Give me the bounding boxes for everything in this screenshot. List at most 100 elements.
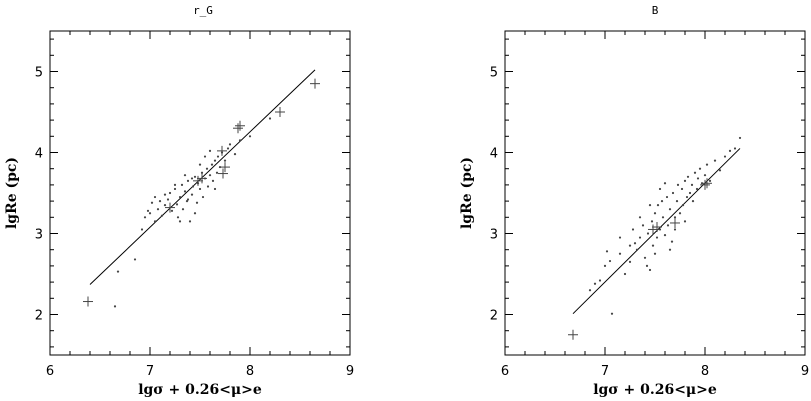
x-tick-label: 8 [701,364,709,379]
data-point-cross [218,168,228,179]
data-point-dot [133,258,137,261]
data-point-dot [268,117,272,120]
data-point-dot [183,190,187,193]
data-point-dot [698,167,702,170]
data-point-dot [213,187,217,191]
data-point-dot [198,163,202,166]
data-point-dot [713,159,717,162]
data-point-dot [206,185,210,188]
data-point-dot [673,216,677,219]
chart-title: B [652,4,659,17]
data-point-dot [695,187,699,191]
data-point-dot [623,272,627,276]
data-point-dot [676,183,680,186]
data-point-dot [183,174,187,177]
data-point-dot [671,191,675,195]
data-point-dot [170,209,174,212]
x-tick-label: 9 [801,364,809,379]
data-point-dot [738,136,742,140]
data-point-dot [690,183,694,186]
data-point-cross [197,173,207,184]
data-point-cross [568,329,578,340]
data-point-dot [723,155,727,158]
data-point-dot [116,270,120,273]
data-point-dot [208,174,212,177]
data-point-dot [588,289,592,292]
data-point-dot [186,198,190,201]
data-point-dot [160,214,164,217]
data-point-dot [638,236,642,239]
x-tick-label: 7 [146,364,154,379]
data-point-cross [702,178,712,189]
plot-frame [504,30,806,356]
data-point-dot [680,187,684,191]
data-point-dot [186,179,190,182]
data-point-dot [168,191,172,195]
data-point-dot [608,259,612,263]
data-point-dot [728,149,732,152]
data-point-dot [681,204,685,207]
panel-right: B 6 7 8 9 2 3 4 5 lgσ + 0.26<μ>e lgRe (pc) [459,4,809,398]
data-point-dot [226,147,230,150]
data-point-dot [638,216,642,219]
data-point-dot [668,248,672,251]
data-point-dot [193,175,197,178]
data-point-dot [173,183,177,186]
data-point-dot [633,242,637,245]
data-point-dot [216,155,220,158]
y-tick-label: 2 [490,309,498,324]
data-point-dot [683,220,687,223]
data-point-dot [153,220,157,223]
data-point-dot [675,200,679,203]
data-point-dot [693,171,697,174]
data-point-dot [696,177,700,180]
data-point-dot [678,212,682,215]
data-point-cross [220,162,230,173]
data-point-dot [208,149,212,152]
data-point-dot [663,234,667,237]
data-point-dot [203,155,207,158]
data-point-dot [631,228,635,231]
data-point-dot [665,195,669,199]
data-point-dot [688,191,692,195]
data-point-dot [655,236,659,239]
data-point-dot [610,312,614,315]
data-point-cross [652,222,662,233]
data-point-dot [163,204,167,207]
data-point-dot [156,208,160,211]
data-point-dot [708,179,712,182]
data-point-dot [653,212,657,215]
data-point-dot [663,182,667,185]
data-point-dot [185,200,189,203]
data-point-dot [228,143,232,146]
data-point-dot [175,203,179,206]
data-point-cross [700,179,710,190]
data-point-dot [618,252,622,255]
x-tick-label: 8 [246,364,254,379]
data-point-dot [190,193,194,196]
data-point-dot [193,212,197,215]
data-point-cross [275,107,285,117]
data-point-dot [223,159,227,162]
data-point-cross [670,217,680,228]
data-point-dot [190,177,194,180]
data-point-dot [195,201,199,204]
data-point-dot [705,163,709,166]
data-point-dot [648,268,652,272]
data-point-dot [656,204,660,207]
y-tick-label: 2 [35,309,43,324]
data-point-dot [628,260,632,263]
data-point-dot [191,185,195,188]
data-point-cross [648,224,658,235]
data-point-dot [178,220,182,223]
chart-title: r_G [193,4,213,17]
plot-frame [49,30,351,356]
data-point-dot [166,198,170,201]
data-point-dot [643,256,647,259]
data-point-dot [691,200,695,203]
data-point-dot [140,228,144,231]
x-tick-label: 7 [601,364,609,379]
data-point-cross [193,175,203,186]
data-point-dot [598,279,602,282]
